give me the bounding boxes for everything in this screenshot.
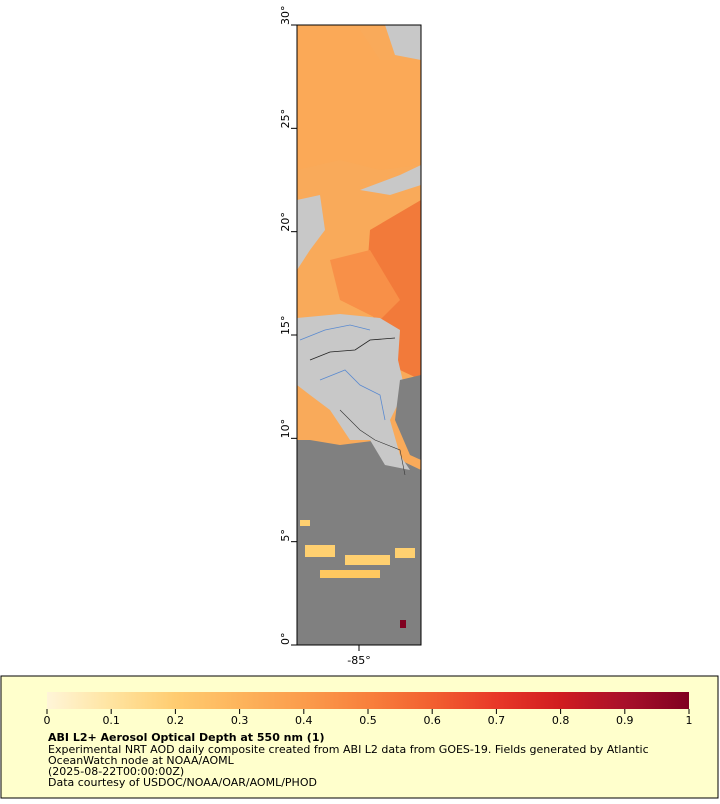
- colorbar-tick-label: 0.3: [231, 714, 249, 727]
- colorbar-tick-label: 0.9: [616, 714, 634, 727]
- colorbar-tick-label: 0.4: [295, 714, 313, 727]
- y-tick-label: 5°: [279, 529, 292, 542]
- map-image: [297, 25, 421, 645]
- colorbar-tick-label: 0.8: [552, 714, 570, 727]
- y-tick-label: 20°: [279, 212, 292, 232]
- legend-title: ABI L2+ Aerosol Optical Depth at 550 nm …: [48, 731, 325, 744]
- colorbar-tick-label: 0.5: [359, 714, 377, 727]
- colorbar-ticks: 0 0.1 0.2 0.3 0.4 0.5 0.6 0.7 0.8 0.9 1: [44, 709, 693, 727]
- colorbar-tick-label: 0.6: [423, 714, 441, 727]
- colorbar-tick-label: 0.2: [167, 714, 185, 727]
- colorbar-tick-label: 0.1: [102, 714, 120, 727]
- y-tick-label: 0°: [279, 633, 292, 646]
- legend-line: Experimental NRT AOD daily composite cre…: [48, 743, 649, 756]
- y-tick-label: 30°: [279, 6, 292, 26]
- axes: 0° 5° 10° 15° 20° 25° 30° -85°: [279, 6, 371, 668]
- legend-line: (2025-08-22T00:00:00Z): [48, 765, 184, 778]
- y-tick-label: 10°: [279, 419, 292, 439]
- colorbar-tick-label: 0: [44, 714, 51, 727]
- x-tick-label: -85°: [347, 654, 370, 667]
- colorbar-tick-label: 1: [686, 714, 693, 727]
- colorbar-tick-label: 0.7: [488, 714, 506, 727]
- y-tick-label: 15°: [279, 316, 292, 336]
- y-tick-label: 25°: [279, 109, 292, 129]
- legend-line: Data courtesy of USDOC/NOAA/OAR/AOML/PHO…: [48, 776, 317, 789]
- legend-line: OceanWatch node at NOAA/AOML: [48, 754, 235, 767]
- colorbar: [47, 692, 689, 709]
